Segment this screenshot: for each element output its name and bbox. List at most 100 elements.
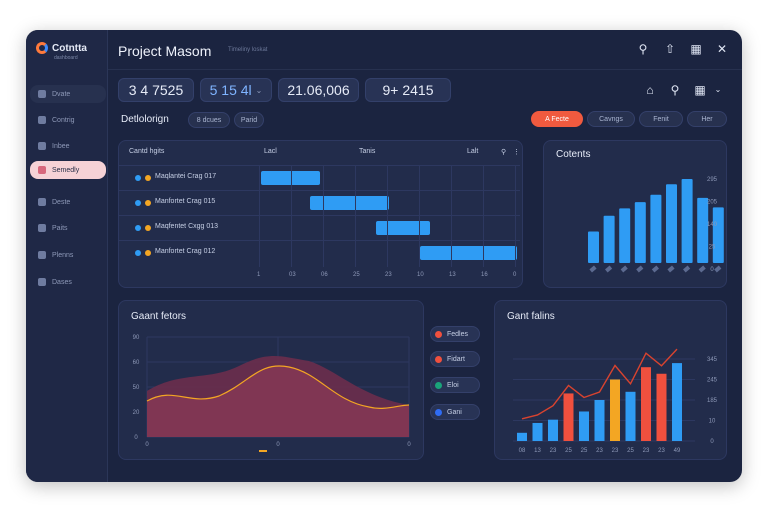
gantt-header-1: Lacl <box>264 148 277 155</box>
gantt-bar[interactable] <box>420 246 517 260</box>
folder-icon <box>38 278 46 286</box>
calendar-icon[interactable]: ▦ <box>692 82 708 98</box>
legend-item-2[interactable]: Fidart <box>430 351 480 367</box>
home-icon <box>38 90 46 98</box>
bars-x-tick: 23 <box>596 448 603 454</box>
gantt-tick-label: 25 <box>353 272 360 278</box>
gantt-header-2: Tanis <box>359 148 375 155</box>
area-x-tick: 0 <box>276 442 280 448</box>
grid-icon[interactable]: ▦ <box>689 42 703 56</box>
sidebar-item-dases[interactable]: Dases <box>30 273 106 291</box>
gantt-row[interactable]: Maqlantei Crag 017 <box>119 165 520 189</box>
search-icon[interactable]: ⚲ <box>636 42 650 56</box>
contents-x-tick <box>636 266 643 273</box>
contents-y-tick: 25 <box>709 245 716 251</box>
status-dot <box>135 175 141 181</box>
sidebar-item-deste[interactable]: Deste <box>30 193 106 211</box>
area-panel: Gaant fetors 906050200000 <box>118 300 424 460</box>
gantt-row[interactable]: Maqfentet Cxgg 013 <box>119 215 520 239</box>
chevron-down-icon[interactable]: ⌄ <box>710 82 726 98</box>
contents-bar <box>635 202 646 263</box>
bars-x-tick: 23 <box>612 448 619 454</box>
brand-name: Cotntta <box>52 43 87 54</box>
calendar-icon <box>38 251 46 259</box>
bar <box>579 411 589 441</box>
gantt-tick-label: 13 <box>449 272 456 278</box>
contents-chart: 295205140250 <box>544 141 728 289</box>
contents-y-tick: 295 <box>707 177 718 183</box>
bar <box>657 374 667 441</box>
share-icon[interactable]: ⇧ <box>663 42 677 56</box>
gantt-bar[interactable] <box>376 221 430 235</box>
bar <box>672 363 682 441</box>
gantt-row[interactable]: Manfortet Crag 015 <box>119 190 520 214</box>
gridline <box>515 165 516 267</box>
contents-x-tick <box>714 266 721 273</box>
bars-y-tick: 345 <box>707 357 718 363</box>
legend-item-1[interactable]: Fedles <box>430 326 480 342</box>
menu-icon[interactable]: ⋮ <box>513 148 520 156</box>
status-dot <box>135 225 141 231</box>
area-y-tick: 0 <box>134 435 138 441</box>
gantt-row-label: Manfortet Crag 012 <box>155 248 215 255</box>
gantt-tick-label: 1 <box>257 272 260 278</box>
section-title: Detlolorign <box>121 114 169 125</box>
metric-card-1[interactable]: 3 4 7525 <box>118 78 194 102</box>
home-icon[interactable]: ⌂ <box>642 82 658 98</box>
sidebar-item-dvate[interactable]: Dvate <box>30 85 106 103</box>
inbox-icon <box>38 142 46 150</box>
bar <box>610 380 620 442</box>
create-button[interactable]: A Fecte <box>531 111 583 127</box>
bars-y-tick: 245 <box>707 378 718 384</box>
gantt-row-label: Maqlantei Crag 017 <box>155 173 216 180</box>
metric-card-3[interactable]: 21.06,006 <box>278 78 359 102</box>
gantt-row-label: Maqfentet Cxgg 013 <box>155 223 218 230</box>
gridline <box>291 165 292 267</box>
area-y-tick: 20 <box>133 410 140 416</box>
gridline <box>355 165 356 267</box>
close-icon[interactable]: ✕ <box>715 42 729 56</box>
sidebar-item-inbee[interactable]: Inbee <box>30 137 106 155</box>
gantt-tick-label: 23 <box>385 272 392 278</box>
area-y-tick: 60 <box>133 360 140 366</box>
gridline <box>451 165 452 267</box>
bars-chart: 3452451851000813232525232325232349 <box>495 301 728 461</box>
filter-chip-2[interactable]: Parid <box>234 112 264 128</box>
search-icon[interactable]: ⚲ <box>667 82 683 98</box>
gantt-row-label: Manfortet Crag 015 <box>155 198 215 205</box>
help-button[interactable]: Her <box>687 111 727 127</box>
gantt-tick-label: 06 <box>321 272 328 278</box>
metric-card-2[interactable]: 5 15 4l⌄ <box>200 78 272 102</box>
bars-x-tick: 25 <box>581 448 588 454</box>
edit-button[interactable]: Fenit <box>639 111 683 127</box>
contents-bar <box>682 179 693 263</box>
status-dot <box>145 175 151 181</box>
contents-bar <box>588 232 599 264</box>
bar <box>517 433 527 441</box>
contents-x-tick <box>605 266 612 273</box>
gantt-row[interactable]: Manfortet Crag 012 <box>119 240 520 264</box>
contents-bar <box>713 207 724 263</box>
gantt-bar[interactable] <box>310 196 389 210</box>
sort-icon[interactable]: ⚲ <box>501 148 506 156</box>
sidebar-item-semedly[interactable]: Semedly <box>30 161 106 179</box>
bar <box>548 420 558 441</box>
legend-item-4[interactable]: Gani <box>430 404 480 420</box>
gantt-title: Cantd hgits <box>129 148 164 155</box>
sidebar-item-contrig[interactable]: Contrig <box>30 111 106 129</box>
settings-button[interactable]: Cavngs <box>587 111 635 127</box>
doc-icon <box>38 198 46 206</box>
legend-item-3[interactable]: Eloi <box>430 377 480 393</box>
contents-bar <box>650 195 661 263</box>
bars-y-tick: 10 <box>709 419 716 425</box>
contents-y-tick: 205 <box>707 200 718 206</box>
metric-card-4[interactable]: 9+ 2415 <box>365 78 451 102</box>
sidebar-item-paits[interactable]: Paits <box>30 219 106 237</box>
gantt-header-3: Lalt <box>467 148 478 155</box>
contents-x-tick <box>652 266 659 273</box>
sidebar-item-plenns[interactable]: Plenns <box>30 246 106 264</box>
filter-chip-1[interactable]: 8 dcues <box>188 112 230 128</box>
contents-x-tick <box>621 266 628 273</box>
bars-x-tick: 23 <box>643 448 650 454</box>
area-x-tick: 0 <box>145 442 149 448</box>
